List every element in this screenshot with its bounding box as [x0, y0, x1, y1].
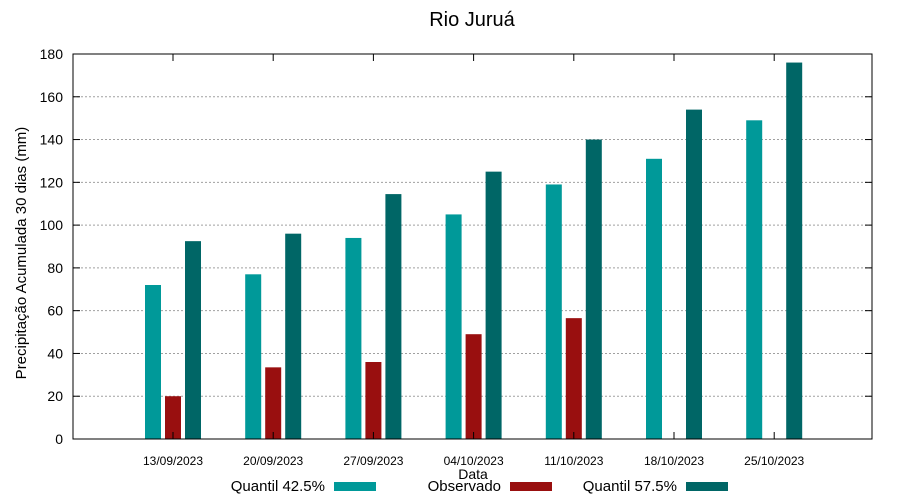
bar-quantil-42 [445, 214, 462, 439]
x-tick-label: 11/10/2023 [544, 454, 603, 468]
x-tick-label: 25/10/2023 [744, 454, 804, 468]
bar-quantil-57 [485, 171, 502, 439]
y-tick-label: 20 [47, 388, 63, 404]
x-tick-label: 18/10/2023 [644, 454, 704, 468]
bar-observado [165, 396, 181, 439]
y-tick-label: 60 [47, 303, 63, 319]
plot-frame [72, 53, 873, 440]
x-tick-label: 13/09/2023 [143, 454, 203, 468]
y-tick-label: 160 [40, 89, 64, 105]
bar-quantil-42 [345, 237, 362, 439]
bar-observado [265, 367, 282, 439]
y-tick-label: 120 [40, 174, 64, 190]
y-tick-label: 140 [40, 132, 64, 148]
x-axis-label: Data [458, 466, 488, 482]
legend-swatch [510, 482, 552, 491]
bar-observado [365, 362, 382, 439]
legend-label: Observado [428, 478, 501, 495]
bar-quantil-57 [686, 109, 702, 439]
bar-observado [565, 318, 582, 439]
bar-quantil-57 [585, 139, 602, 440]
bar-quantil-57 [786, 62, 803, 440]
bar-quantil-42 [245, 274, 262, 439]
legend: Quantil 42.5% Observado Quantil 57.5% [231, 478, 728, 495]
y-tick-label: 0 [55, 431, 63, 447]
bar-quantil-42 [646, 158, 662, 440]
y-tick-label: 40 [47, 345, 63, 361]
y-axis-label: Precipitação Acumulada 30 dias (mm) [13, 127, 30, 380]
y-tick-label: 100 [40, 217, 64, 233]
x-tick-label: 20/09/2023 [243, 454, 303, 468]
x-tick-label: 04/10/2023 [444, 454, 504, 468]
legend-label: Quantil 42.5% [231, 478, 325, 495]
bar-observado [465, 334, 482, 439]
legend-label: Quantil 57.5% [583, 478, 677, 495]
y-tick-label: 180 [40, 46, 64, 62]
chart-title: Rio Juruá [429, 9, 515, 31]
legend-swatch [334, 482, 376, 491]
bars-layer [145, 62, 803, 440]
legend-swatch [686, 482, 728, 491]
bar-quantil-42 [145, 285, 161, 439]
ticks-layer: 0 20 40 60 80 100 120 140 160 180 13/09/2023 20/09/… [40, 46, 872, 468]
bar-quantil-57 [385, 194, 402, 439]
bar-quantil-57 [185, 241, 201, 439]
bar-quantil-42 [545, 184, 562, 439]
x-tick-label: 27/09/2023 [343, 454, 403, 468]
y-tick-label: 80 [47, 260, 63, 276]
bar-quantil-57 [285, 233, 302, 439]
bar-quantil-42 [746, 120, 763, 440]
grid-layer [73, 96, 872, 397]
